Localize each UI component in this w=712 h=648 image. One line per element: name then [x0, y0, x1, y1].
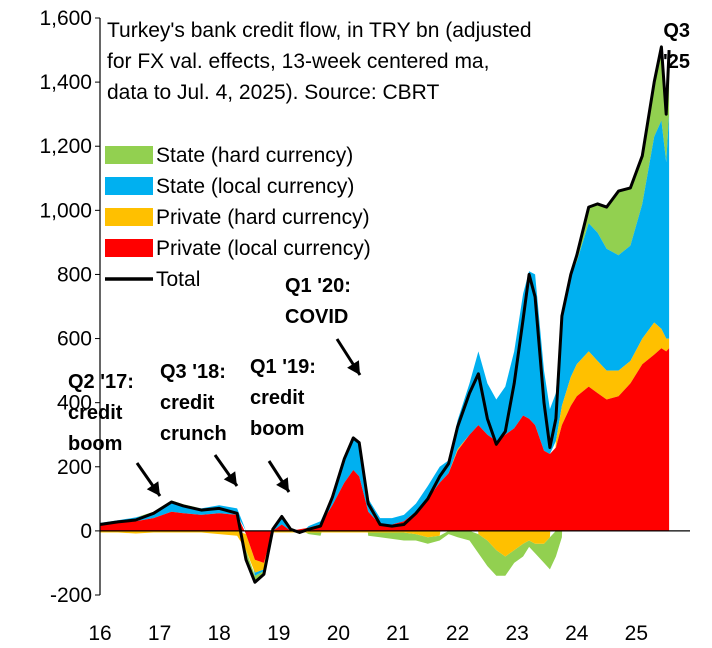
legend-swatch-state-hard-currency	[105, 146, 153, 164]
legend-swatch-state-local-currency	[105, 177, 153, 195]
annotation-text: Q3 '18:	[160, 361, 226, 383]
annotation-text: Q3	[663, 20, 690, 42]
annotation-text: Q1 '20:	[285, 275, 351, 297]
area-private-local-currency	[100, 348, 670, 563]
annotation-text: credit	[160, 392, 215, 414]
annotation-arrow-head	[276, 477, 289, 492]
y-tick-label: 1,600	[39, 7, 92, 30]
title-line: data to Jul. 4, 2025). Source: CBRT	[107, 81, 439, 104]
y-tick-label: 800	[57, 263, 92, 286]
annotation-text: boom	[250, 418, 304, 440]
legend: State (hard currency) State (local curren…	[105, 144, 371, 291]
annotation-text: credit	[250, 387, 305, 409]
x-tick-label: 18	[208, 622, 231, 645]
legend-swatch-private-hard-currency	[105, 208, 153, 226]
x-tick-label: 22	[446, 622, 469, 645]
legend-label: Private (local currency)	[156, 237, 371, 260]
stacked-areas	[100, 46, 670, 583]
annotation-text: Q2 '17:	[68, 371, 134, 393]
x-tick-label: 21	[386, 622, 409, 645]
annotation-text: COVID	[285, 306, 348, 328]
x-tick-label: 17	[148, 622, 171, 645]
y-tick-label: 600	[57, 328, 92, 351]
legend-label: State (hard currency)	[156, 144, 353, 167]
y-tick-label: 400	[57, 392, 92, 415]
annotation-arrow-head	[347, 360, 360, 375]
axes	[99, 18, 690, 595]
x-tick-label: 24	[565, 622, 589, 645]
annotation-text: Q1 '19:	[250, 356, 316, 378]
annotation-arrow-head	[146, 481, 160, 496]
annotation-text: boom	[68, 433, 122, 455]
legend-label: State (local currency)	[156, 175, 354, 198]
y-tick-label: 1,200	[39, 135, 92, 158]
y-tick-label: 1,000	[39, 199, 92, 222]
chart-title: Turkey's bank credit flow, in TRY bn (ad…	[107, 19, 532, 104]
annotation-text: crunch	[160, 423, 227, 445]
x-tick-labels: 16 17 18 19 20 21 22 23 24 25	[88, 622, 648, 645]
legend-swatch-private-local-currency	[105, 239, 153, 257]
total-line	[99, 45, 671, 584]
annotation-arrow-head	[223, 471, 237, 486]
x-tick-label: 19	[267, 622, 290, 645]
x-tick-label: 23	[505, 622, 528, 645]
x-tick-label: 16	[88, 622, 111, 645]
x-tick-label: 25	[625, 622, 648, 645]
y-tick-label: 200	[57, 456, 92, 479]
y-tick-label: 1,400	[39, 71, 92, 94]
y-tick-label: -200	[50, 584, 92, 607]
annotation-text: '25	[663, 51, 690, 73]
legend-label: Private (hard currency)	[156, 206, 370, 229]
annotations: Q2 '17: credit boom Q3 '18: credit crunch Q1 '…	[68, 20, 690, 497]
legend-label: Total	[156, 268, 200, 291]
x-tick-label: 20	[327, 622, 350, 645]
y-tick-labels: -200 0 200 400 600 800 1,000 1,200 1,400 1,600	[39, 7, 100, 607]
title-line: for FX val. effects, 13-week centered ma…	[107, 50, 489, 73]
title-line: Turkey's bank credit flow, in TRY bn (ad…	[107, 19, 532, 42]
annotation-text: credit	[68, 402, 123, 424]
y-tick-label: 0	[80, 520, 92, 543]
